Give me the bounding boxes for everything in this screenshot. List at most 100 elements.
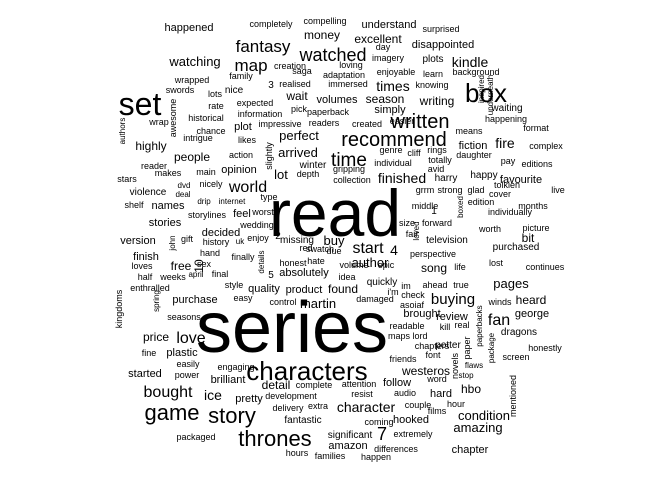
cloud-word-half: half bbox=[138, 272, 153, 282]
cloud-word-internet: internet bbox=[219, 197, 246, 206]
cloud-word-picture: picture bbox=[522, 223, 549, 233]
cloud-word-easier: easier bbox=[390, 116, 415, 126]
cloud-word-glad: glad bbox=[467, 185, 484, 195]
cloud-word-television: television bbox=[426, 235, 468, 246]
cloud-word-recommend: recommend bbox=[341, 129, 447, 151]
cloud-word-dvd: dvd bbox=[178, 181, 191, 190]
cloud-word-flaws: flaws bbox=[465, 361, 483, 370]
cloud-word-happen: happen bbox=[361, 452, 391, 462]
cloud-word-happened: happened bbox=[165, 22, 214, 34]
cloud-word-volumes: volumes bbox=[317, 94, 358, 106]
cloud-word-underneath: underneath bbox=[486, 75, 495, 115]
cloud-word-written: written bbox=[390, 111, 450, 133]
cloud-word-arrived: arrived bbox=[278, 145, 318, 160]
cloud-word-engaging: engaging bbox=[217, 362, 254, 372]
cloud-word-created: created bbox=[352, 119, 382, 129]
cloud-word-westeros: westeros bbox=[401, 364, 450, 378]
cloud-word-free: free bbox=[171, 259, 192, 273]
cloud-word-product: product bbox=[286, 284, 323, 296]
cloud-word-collection: collection bbox=[333, 175, 371, 185]
cloud-word-pretty: pretty bbox=[235, 393, 263, 405]
cloud-word-check: check bbox=[401, 290, 425, 300]
cloud-word-cliff: cliff bbox=[407, 148, 421, 158]
cloud-word-mentioned: mentioned bbox=[508, 375, 518, 417]
cloud-word-damaged: damaged bbox=[356, 294, 394, 304]
cloud-word-box: box bbox=[465, 78, 507, 108]
cloud-word-chance: chance bbox=[196, 126, 225, 136]
cloud-word-families: families bbox=[315, 451, 346, 461]
cloud-word-true: true bbox=[453, 280, 469, 290]
cloud-word-people: people bbox=[174, 150, 210, 164]
cloud-word-means: means bbox=[455, 126, 483, 136]
cloud-word-packaged: packaged bbox=[176, 432, 215, 442]
cloud-word-readable: readable bbox=[389, 321, 424, 331]
cloud-word-enthralled: enthralled bbox=[130, 283, 170, 293]
cloud-word-4: 4 bbox=[390, 242, 398, 258]
cloud-word-historical: historical bbox=[188, 113, 224, 123]
cloud-word-control: control bbox=[269, 297, 296, 307]
cloud-word-character: character bbox=[337, 399, 396, 415]
cloud-word-films: films bbox=[428, 406, 447, 416]
cloud-word-finally: finally bbox=[231, 252, 255, 262]
cloud-word-hate: hate bbox=[307, 256, 325, 266]
cloud-word-brought: brought bbox=[403, 308, 440, 320]
cloud-word-audio: audio bbox=[394, 388, 416, 398]
cloud-word-stars: stars bbox=[117, 174, 137, 184]
cloud-word-wait: wait bbox=[285, 89, 308, 103]
cloud-word-authors: authors bbox=[118, 118, 127, 145]
cloud-word-author: author bbox=[352, 255, 390, 270]
cloud-word-wedding: wedding bbox=[239, 220, 274, 230]
cloud-word-worst: worst bbox=[251, 207, 274, 217]
cloud-word-highly: highly bbox=[135, 139, 166, 153]
cloud-word-impressive: impressive bbox=[258, 119, 301, 129]
cloud-word-continues: continues bbox=[526, 262, 565, 272]
cloud-word-action: action bbox=[229, 150, 253, 160]
cloud-word-hard: hard bbox=[430, 388, 452, 400]
cloud-word-likes: likes bbox=[238, 135, 257, 145]
cloud-word-happening: happening bbox=[485, 114, 527, 124]
cloud-word-finished: finished bbox=[378, 170, 426, 186]
cloud-word-pick: pick bbox=[291, 104, 308, 114]
cloud-word-daughter: daughter bbox=[456, 150, 492, 160]
cloud-word-fair: fair bbox=[406, 229, 419, 239]
cloud-word-lost: lost bbox=[489, 258, 504, 268]
cloud-word-reader: reader bbox=[141, 161, 167, 171]
cloud-word-family: family bbox=[229, 71, 253, 81]
cloud-word-10: 10 bbox=[192, 259, 206, 273]
cloud-word-waiting: waiting bbox=[490, 103, 522, 114]
cloud-word-i-m: i'm bbox=[387, 287, 398, 297]
cloud-word-easy: easy bbox=[233, 293, 253, 303]
cloud-word-hbo: hbo bbox=[461, 382, 481, 396]
cloud-word-chapters: chapters bbox=[415, 341, 450, 351]
cloud-word-opinion: opinion bbox=[221, 164, 256, 176]
cloud-word-individual: individual bbox=[374, 158, 412, 168]
cloud-word-fantastic: fantastic bbox=[284, 415, 321, 426]
cloud-word-kingdoms: kingdoms bbox=[114, 289, 124, 328]
cloud-word-3: 3 bbox=[268, 80, 274, 91]
cloud-word-lots: lots bbox=[208, 89, 223, 99]
cloud-word-excellent: excellent bbox=[354, 32, 402, 46]
cloud-word-understand: understand bbox=[361, 19, 416, 31]
cloud-word-avid: avid bbox=[428, 164, 445, 174]
cloud-word-adaptation: adaptation bbox=[323, 70, 365, 80]
cloud-word-decided: decided bbox=[202, 227, 241, 239]
cloud-word-word: word bbox=[426, 374, 447, 384]
cloud-word-awesome: awesome bbox=[168, 99, 178, 138]
cloud-word-information: information bbox=[238, 109, 283, 119]
cloud-word-characters: characters bbox=[246, 356, 367, 386]
cloud-word-buying: buying bbox=[431, 291, 475, 308]
cloud-word-kindle: kindle bbox=[452, 54, 489, 70]
cloud-word-started: started bbox=[128, 368, 162, 380]
cloud-word-completely: completely bbox=[249, 19, 293, 29]
cloud-word-hand: hand bbox=[200, 248, 220, 258]
cloud-word-5: 5 bbox=[268, 270, 274, 281]
cloud-word-season: season bbox=[366, 92, 405, 106]
cloud-word-delivery: delivery bbox=[272, 403, 304, 413]
cloud-word-brilliant: brilliant bbox=[211, 374, 246, 386]
cloud-word-review: review bbox=[436, 311, 468, 323]
cloud-word-simply: simply bbox=[374, 104, 406, 116]
cloud-word-shelf: shelf bbox=[124, 200, 144, 210]
cloud-word-happy: happy bbox=[470, 170, 497, 181]
cloud-word-fire: fire bbox=[495, 135, 515, 151]
